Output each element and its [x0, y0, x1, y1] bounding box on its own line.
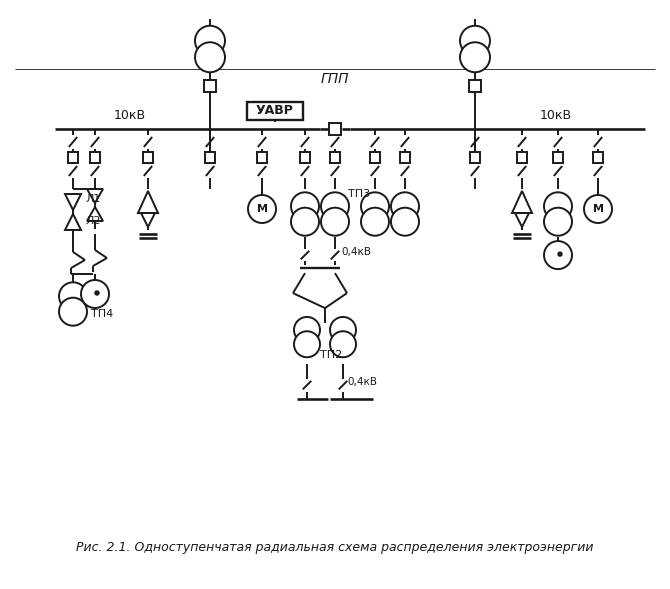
Text: УАВР: УАВР	[256, 104, 294, 117]
Circle shape	[294, 317, 320, 343]
Circle shape	[195, 26, 225, 56]
Circle shape	[291, 192, 319, 220]
Circle shape	[248, 195, 276, 223]
Text: ТП4: ТП4	[91, 309, 113, 319]
Circle shape	[321, 192, 349, 220]
Text: 10кВ: 10кВ	[540, 109, 572, 122]
Text: Рис. 2.1. Одноступенчатая радиальная схема распределения электроэнергии: Рис. 2.1. Одноступенчатая радиальная схе…	[76, 541, 594, 554]
Text: ГПП: ГПП	[321, 72, 349, 86]
Bar	[329, 123, 341, 135]
Text: М: М	[257, 204, 267, 214]
Bar	[90, 151, 100, 163]
Bar	[593, 151, 603, 163]
Bar	[143, 151, 153, 163]
Bar	[257, 151, 267, 163]
Circle shape	[544, 241, 572, 269]
Circle shape	[294, 331, 320, 358]
Circle shape	[460, 26, 490, 56]
Text: ТП1: ТП1	[323, 199, 345, 209]
Text: ТП3: ТП3	[348, 189, 370, 199]
Circle shape	[544, 208, 572, 236]
Bar	[247, 102, 303, 120]
Bar	[68, 151, 78, 163]
Text: Л2: Л2	[85, 216, 100, 226]
Bar	[330, 151, 340, 163]
Bar	[553, 151, 563, 163]
Circle shape	[195, 42, 225, 72]
Text: 0,4кВ: 0,4кВ	[347, 377, 377, 387]
Text: Л1: Л1	[85, 194, 100, 204]
Bar	[470, 151, 480, 163]
Circle shape	[361, 192, 389, 220]
Text: М: М	[592, 204, 604, 214]
Bar	[517, 151, 527, 163]
Text: 0,4кВ: 0,4кВ	[341, 247, 371, 257]
Bar	[204, 80, 216, 92]
Circle shape	[391, 208, 419, 236]
Circle shape	[321, 208, 349, 236]
Bar	[205, 151, 215, 163]
Circle shape	[460, 42, 490, 72]
Bar	[300, 151, 310, 163]
Circle shape	[558, 252, 562, 256]
Text: 10кВ: 10кВ	[114, 109, 146, 122]
Circle shape	[330, 331, 356, 358]
Circle shape	[544, 192, 572, 220]
Text: ТП2: ТП2	[320, 350, 342, 360]
Bar	[400, 151, 410, 163]
Circle shape	[59, 282, 87, 310]
Circle shape	[361, 208, 389, 236]
Circle shape	[291, 208, 319, 236]
Circle shape	[391, 192, 419, 220]
Circle shape	[584, 195, 612, 223]
Circle shape	[81, 280, 109, 308]
Bar	[469, 80, 481, 92]
Circle shape	[59, 297, 87, 326]
Bar	[370, 151, 380, 163]
Circle shape	[95, 291, 99, 295]
Circle shape	[330, 317, 356, 343]
